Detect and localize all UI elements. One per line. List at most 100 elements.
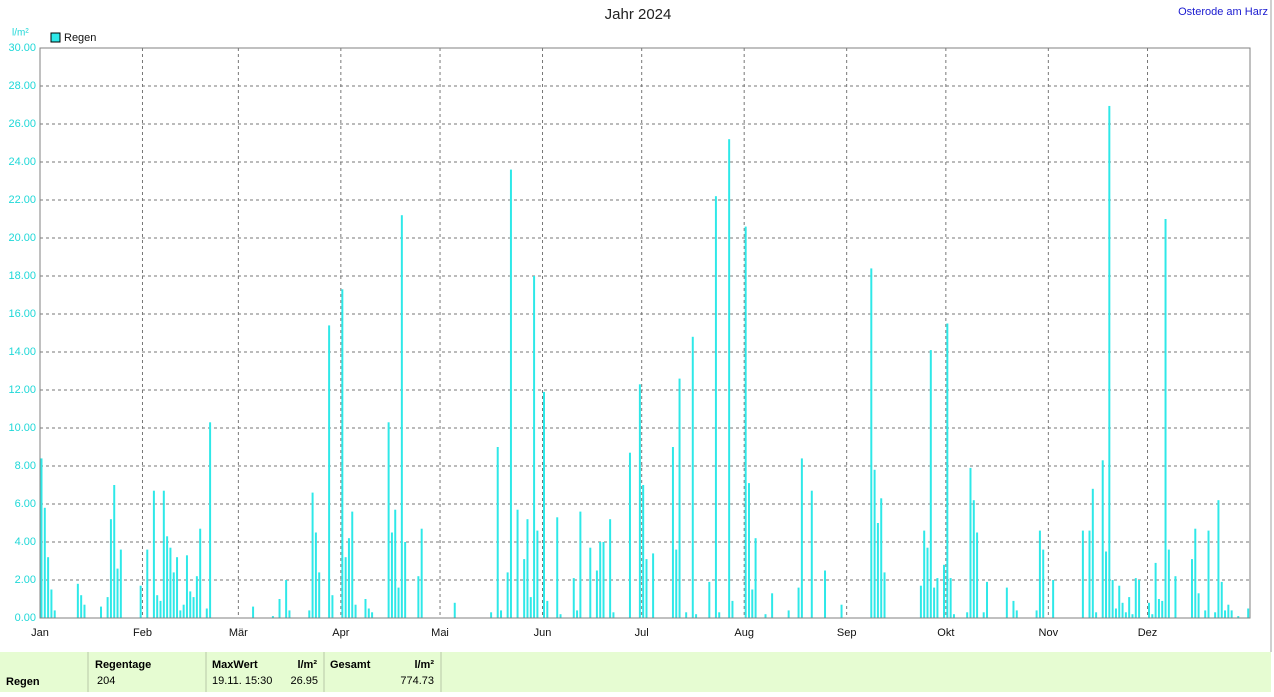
bar [40, 458, 43, 618]
bar [612, 612, 615, 618]
bar [533, 276, 536, 618]
bar [328, 325, 331, 618]
y-tick-label: 24.00 [8, 156, 36, 168]
bar [1247, 608, 1250, 618]
bar [1157, 599, 1160, 618]
bar [1005, 587, 1008, 618]
bar [351, 511, 354, 618]
bar [500, 610, 503, 618]
bar [824, 570, 827, 618]
bar [982, 612, 985, 618]
bar [873, 469, 876, 618]
bar [205, 608, 208, 618]
bar [986, 581, 989, 618]
bar [929, 350, 932, 618]
bar [1148, 602, 1150, 618]
bar [609, 519, 612, 618]
x-tick-label: Sep [837, 627, 857, 639]
plot-frame [39, 47, 1251, 619]
bar [876, 523, 879, 618]
bar [671, 447, 674, 618]
x-tick-label: Nov [1039, 627, 1059, 639]
bar [523, 559, 526, 618]
bar [331, 595, 334, 618]
bar [209, 422, 212, 618]
bar [718, 612, 721, 618]
bar [420, 528, 423, 618]
bar [1108, 105, 1111, 618]
bar [308, 610, 311, 618]
bar [139, 585, 142, 618]
bar [199, 528, 202, 618]
bar [367, 608, 370, 618]
bar [1081, 530, 1084, 618]
bar [1197, 593, 1200, 618]
summary-value: 204 [97, 675, 115, 687]
bar [278, 599, 281, 618]
summary-header: Regentage [95, 659, 151, 671]
bar [1042, 549, 1045, 618]
bar [771, 593, 774, 618]
bar [318, 572, 321, 618]
station: Osterode am Harz [1178, 6, 1268, 18]
bar [1052, 580, 1055, 618]
bar [1194, 528, 1197, 618]
y-tick-label: 20.00 [8, 232, 36, 244]
bar [1151, 614, 1154, 618]
bar [1121, 602, 1124, 618]
bar [1101, 460, 1104, 618]
bar [189, 591, 192, 618]
bar [949, 578, 952, 618]
bar [628, 452, 631, 618]
bar [559, 614, 562, 618]
bar [50, 589, 53, 618]
bar [556, 517, 559, 618]
bar [579, 511, 582, 618]
bar [678, 378, 681, 618]
x-tick-label: Jan [31, 627, 49, 639]
bar [417, 576, 420, 618]
bar [943, 564, 946, 618]
bar [1164, 219, 1167, 618]
bar [1214, 612, 1217, 618]
x-tick-label: Jul [635, 627, 649, 639]
bar [714, 196, 717, 618]
bar [404, 542, 407, 618]
y-tick-label: 26.00 [8, 118, 36, 130]
bar [285, 580, 288, 618]
bar [589, 547, 592, 618]
bar [109, 519, 112, 618]
bar [371, 612, 374, 618]
bar [810, 490, 813, 618]
bar [880, 498, 883, 618]
bar [602, 542, 605, 618]
bar [344, 557, 347, 618]
bar [354, 604, 357, 618]
bar [546, 600, 549, 618]
bar [638, 384, 641, 618]
y-tick-label: 10.00 [8, 422, 36, 434]
bar [1204, 610, 1207, 618]
bar [1190, 559, 1193, 618]
plot: 0.00 2.00 4.00 6.00 8.00 10.00 12.00 14.00 16.00… [8, 32, 1251, 639]
bar [1015, 610, 1018, 618]
bar [1091, 488, 1094, 618]
chart-title: Jahr 2024 [605, 6, 672, 23]
bar [1124, 612, 1127, 618]
bar [113, 485, 116, 618]
bar [840, 604, 843, 618]
bar [708, 581, 711, 618]
y-tick-label: 8.00 [15, 460, 36, 472]
bar [1161, 600, 1164, 618]
bar [526, 519, 529, 618]
bar [883, 572, 886, 618]
bar [453, 602, 456, 618]
bar [754, 538, 757, 618]
bar [182, 604, 185, 618]
bar [496, 447, 499, 618]
bar [1111, 580, 1114, 618]
bar [185, 555, 188, 618]
bar [744, 226, 747, 618]
summary-value: 774.73 [400, 675, 434, 687]
